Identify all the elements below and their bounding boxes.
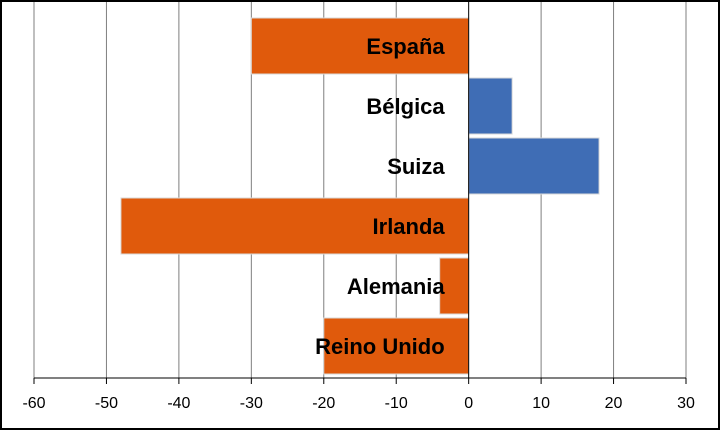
x-tick-label-3: -30 xyxy=(240,395,263,412)
x-tick-label-9: 30 xyxy=(677,395,695,412)
category-label-1: Bélgica xyxy=(366,94,445,119)
x-tick-label-7: 10 xyxy=(532,395,550,412)
x-tick-label-2: -40 xyxy=(167,395,190,412)
x-tick-label-0: -60 xyxy=(22,395,45,412)
bar-4 xyxy=(439,257,470,315)
bar-3 xyxy=(120,197,470,255)
x-tick-label-6: 0 xyxy=(464,395,473,412)
category-label-0: España xyxy=(366,34,445,59)
x-tick-label-5: -10 xyxy=(385,395,408,412)
category-label-5: Reino Unido xyxy=(315,334,445,359)
bar-2 xyxy=(468,137,600,195)
x-tick-label-1: -50 xyxy=(95,395,118,412)
x-tick-label-4: -20 xyxy=(312,395,335,412)
category-label-2: Suiza xyxy=(387,154,445,179)
x-tick-label-8: 20 xyxy=(605,395,623,412)
bar-5 xyxy=(323,317,470,375)
bar-1 xyxy=(468,77,513,135)
category-label-4: Alemania xyxy=(347,274,446,299)
category-label-3: Irlanda xyxy=(373,214,446,239)
